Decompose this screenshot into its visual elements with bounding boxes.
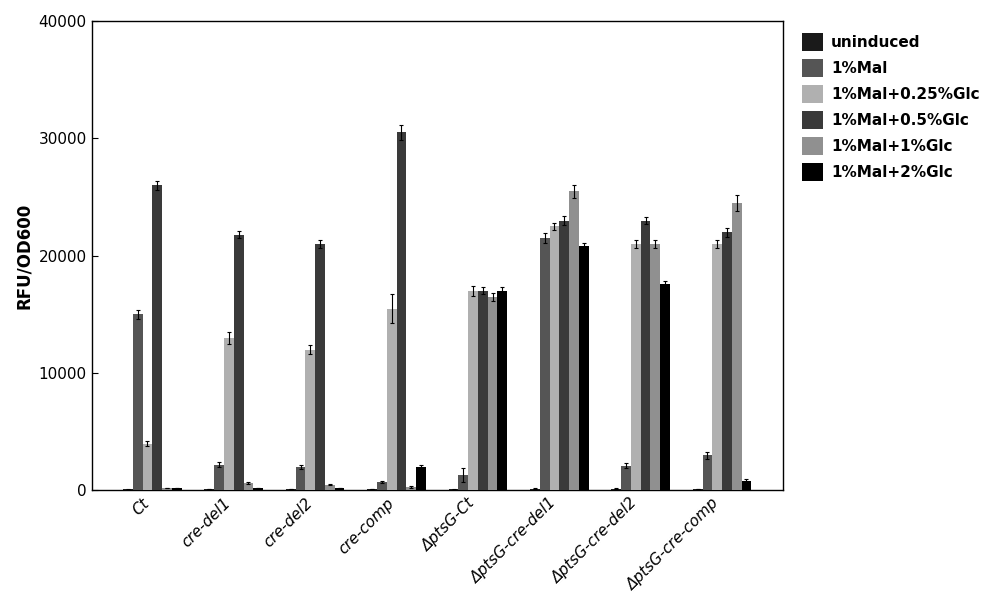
- Bar: [224, 338, 234, 491]
- Y-axis label: RFU/OD600: RFU/OD600: [15, 202, 33, 309]
- Bar: [152, 185, 162, 491]
- Bar: [367, 489, 377, 491]
- Bar: [123, 489, 133, 491]
- Bar: [497, 291, 507, 491]
- Bar: [335, 488, 344, 491]
- Bar: [253, 488, 263, 491]
- Bar: [214, 465, 224, 491]
- Bar: [579, 246, 589, 491]
- Bar: [742, 481, 751, 491]
- Bar: [143, 443, 152, 491]
- Bar: [722, 232, 732, 491]
- Bar: [172, 488, 182, 491]
- Bar: [488, 297, 497, 491]
- Bar: [133, 314, 143, 491]
- Legend: uninduced, 1%Mal, 1%Mal+0.25%Glc, 1%Mal+0.5%Glc, 1%Mal+1%Glc, 1%Mal+2%Glc: uninduced, 1%Mal, 1%Mal+0.25%Glc, 1%Mal+…: [797, 29, 984, 185]
- Bar: [693, 489, 703, 491]
- Bar: [234, 235, 244, 491]
- Bar: [416, 467, 426, 491]
- Bar: [305, 350, 315, 491]
- Bar: [703, 455, 712, 491]
- Bar: [631, 244, 641, 491]
- Bar: [550, 226, 559, 491]
- Bar: [611, 489, 621, 491]
- Bar: [204, 489, 214, 491]
- Bar: [397, 133, 406, 491]
- Bar: [559, 221, 569, 491]
- Bar: [530, 489, 540, 491]
- Bar: [660, 284, 670, 491]
- Bar: [540, 238, 550, 491]
- Bar: [732, 203, 742, 491]
- Bar: [244, 483, 253, 491]
- Bar: [641, 221, 650, 491]
- Bar: [621, 466, 631, 491]
- Bar: [449, 489, 458, 491]
- Bar: [569, 191, 579, 491]
- Bar: [712, 244, 722, 491]
- Bar: [286, 489, 296, 491]
- Bar: [315, 244, 325, 491]
- Bar: [377, 482, 387, 491]
- Bar: [162, 488, 172, 491]
- Bar: [387, 308, 397, 491]
- Bar: [296, 467, 305, 491]
- Bar: [650, 244, 660, 491]
- Bar: [478, 291, 488, 491]
- Bar: [325, 485, 335, 491]
- Bar: [468, 291, 478, 491]
- Bar: [458, 475, 468, 491]
- Bar: [406, 487, 416, 491]
